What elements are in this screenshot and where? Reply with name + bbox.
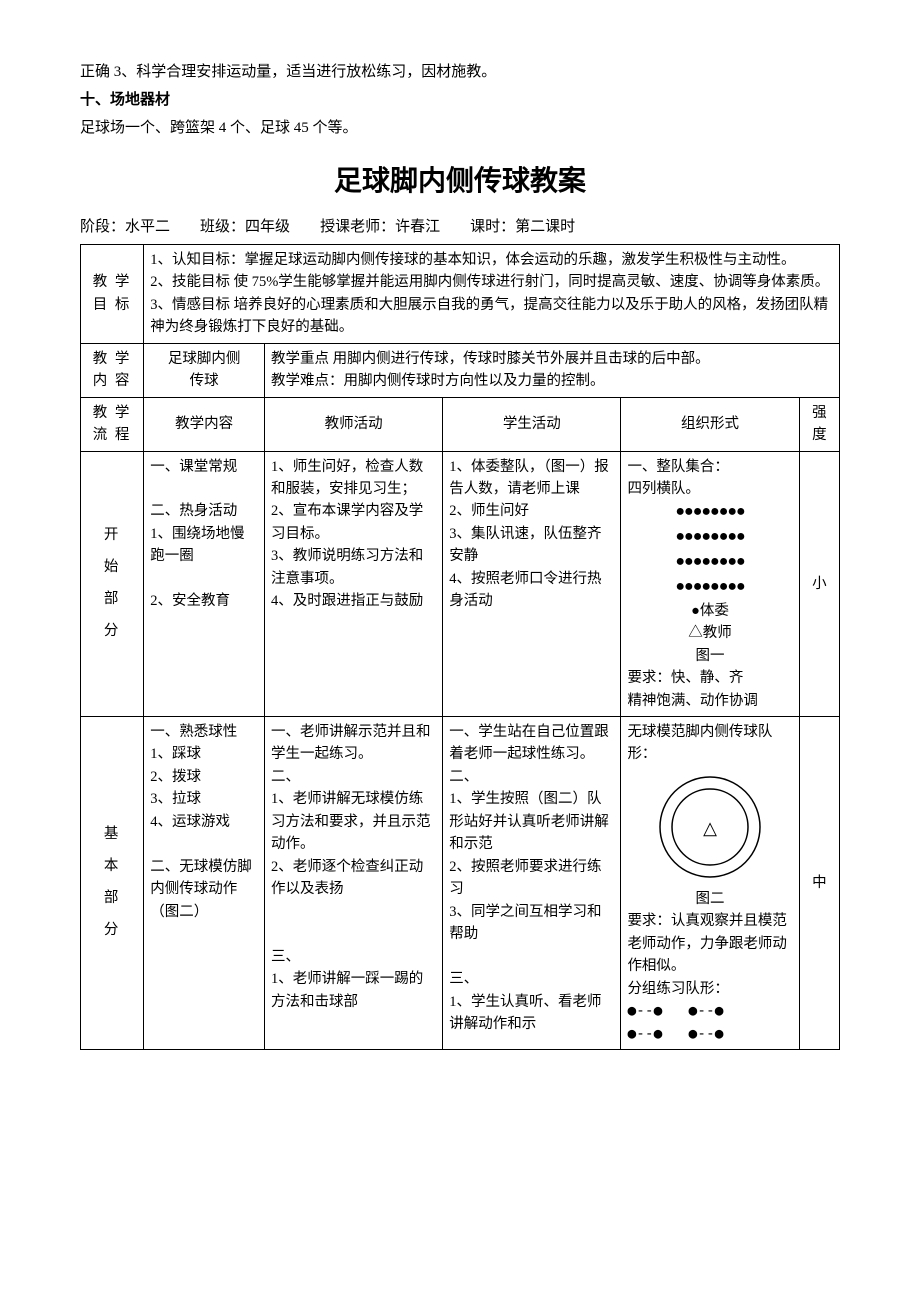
pretext-line1: 正确 3、科学合理安排运动量，适当进行放松练习，因材施教。 xyxy=(80,60,840,84)
goals-cell: 1、认知目标：掌握足球运动脚内侧传接球的基本知识，体会运动的乐趣，激发学生积极性… xyxy=(144,244,840,343)
flow-header-3: 学生活动 xyxy=(443,397,621,451)
page-title: 足球脚内侧传球教案 xyxy=(80,160,840,205)
start-org: 一、整队集合： 四列横队。 ●●●●●●●● ●●●●●●●● ●●●●●●●●… xyxy=(621,451,799,716)
meta-period: 课时：第二课时 xyxy=(470,215,575,239)
basic-org-title: 无球模范脚内侧传球队形： xyxy=(627,721,792,766)
basic-intensity: 中 xyxy=(799,717,839,1050)
basic-label: 基 本 部 分 xyxy=(81,717,144,1050)
basic-content: 一、熟悉球性 1、踩球 2、拨球 3、拉球 4、运球游戏 二、无球模仿脚内侧传球… xyxy=(144,717,265,1050)
goal-3: 3、情感目标 培养良好的心理素质和大胆展示自我的勇气，提高交往能力以及乐于助人的… xyxy=(150,294,833,339)
meta-stage: 阶段：水平二 xyxy=(80,215,170,239)
formation-row-4: ●●●●●●●● xyxy=(627,575,792,600)
circle-diagram: △ xyxy=(627,772,792,882)
triangle-icon: △ xyxy=(703,818,717,838)
content-main: 足球脚内侧 传球 xyxy=(144,343,265,397)
meta-class: 班级：四年级 xyxy=(200,215,290,239)
meta-row: 阶段：水平二 班级：四年级 授课老师：许春江 课时：第二课时 xyxy=(80,215,840,239)
start-student: 1、体委整队，（图一）报告人数，请老师上课 2、师生问好 3、集队讯速，队伍整齐… xyxy=(443,451,621,716)
start-content: 一、课堂常规 二、热身活动 1、围绕场地慢跑一圈 2、安全教育 xyxy=(144,451,265,716)
basic-org-req: 要求：认真观察并且模范老师动作，力争跟老师动作相似。 xyxy=(627,910,792,977)
flow-header-0: 教 学 流 程 xyxy=(81,397,144,451)
start-org-req: 要求：快、静、齐 精神饱满、动作协调 xyxy=(627,667,792,712)
basic-student: 一、学生站在自己位置跟着老师一起球性练习。 二、 1、学生按照（图二）队形站好并… xyxy=(443,717,621,1050)
group-title: 分组练习队形： xyxy=(627,978,792,1000)
start-label: 开 始 部 分 xyxy=(81,451,144,716)
fig2-label: 图二 xyxy=(627,888,792,910)
meta-teacher: 授课老师：许春江 xyxy=(320,215,440,239)
start-intensity: 小 xyxy=(799,451,839,716)
content-label: 教 学 内 容 xyxy=(81,343,144,397)
tw-label: ●体委 xyxy=(627,600,792,622)
goals-label: 教 学 目 标 xyxy=(81,244,144,343)
fig1-label: 图一 xyxy=(627,645,792,667)
flow-header-5: 强 度 xyxy=(799,397,839,451)
flow-header-2: 教师活动 xyxy=(264,397,442,451)
formation-row-3: ●●●●●●●● xyxy=(627,550,792,575)
start-teacher: 1、师生问好，检查人数和服装，安排见习生； 2、宣布本课学内容及学习目标。 3、… xyxy=(264,451,442,716)
lesson-plan-table: 教 学 目 标 1、认知目标：掌握足球运动脚内侧传接球的基本知识，体会运动的乐趣… xyxy=(80,244,840,1050)
flow-header-1: 教学内容 xyxy=(144,397,265,451)
start-org-title: 一、整队集合： 四列横队。 xyxy=(627,456,792,501)
basic-org: 无球模范脚内侧传球队形： △ 图二 要求：认真观察并且模范老师动作，力争跟老师动… xyxy=(621,717,799,1050)
teacher-symbol: △教师 xyxy=(627,622,792,644)
content-focus: 教学重点 用脚内侧进行传球，传球时膝关节外展并且击球的后中部。 教学难点：用脚内… xyxy=(264,343,839,397)
pair-row-1: ●--● ●--● xyxy=(627,1000,792,1022)
formation-row-1: ●●●●●●●● xyxy=(627,500,792,525)
goal-2: 2、技能目标 使 75%学生能够掌握并能运用脚内侧传球进行射门，同时提高灵敏、速… xyxy=(150,271,833,293)
pretext-heading: 十、场地器材 xyxy=(80,88,840,112)
pair-row-2: ●--● ●--● xyxy=(627,1023,792,1045)
pretext-line2: 足球场一个、跨篮架 4 个、足球 45 个等。 xyxy=(80,116,840,140)
circle-svg: △ xyxy=(650,772,770,882)
basic-teacher: 一、老师讲解示范并且和学生一起练习。 二、 1、老师讲解无球模仿练习方法和要求，… xyxy=(264,717,442,1050)
goal-1: 1、认知目标：掌握足球运动脚内侧传接球的基本知识，体会运动的乐趣，激发学生积极性… xyxy=(150,249,833,271)
flow-header-4: 组织形式 xyxy=(621,397,799,451)
formation-row-2: ●●●●●●●● xyxy=(627,525,792,550)
